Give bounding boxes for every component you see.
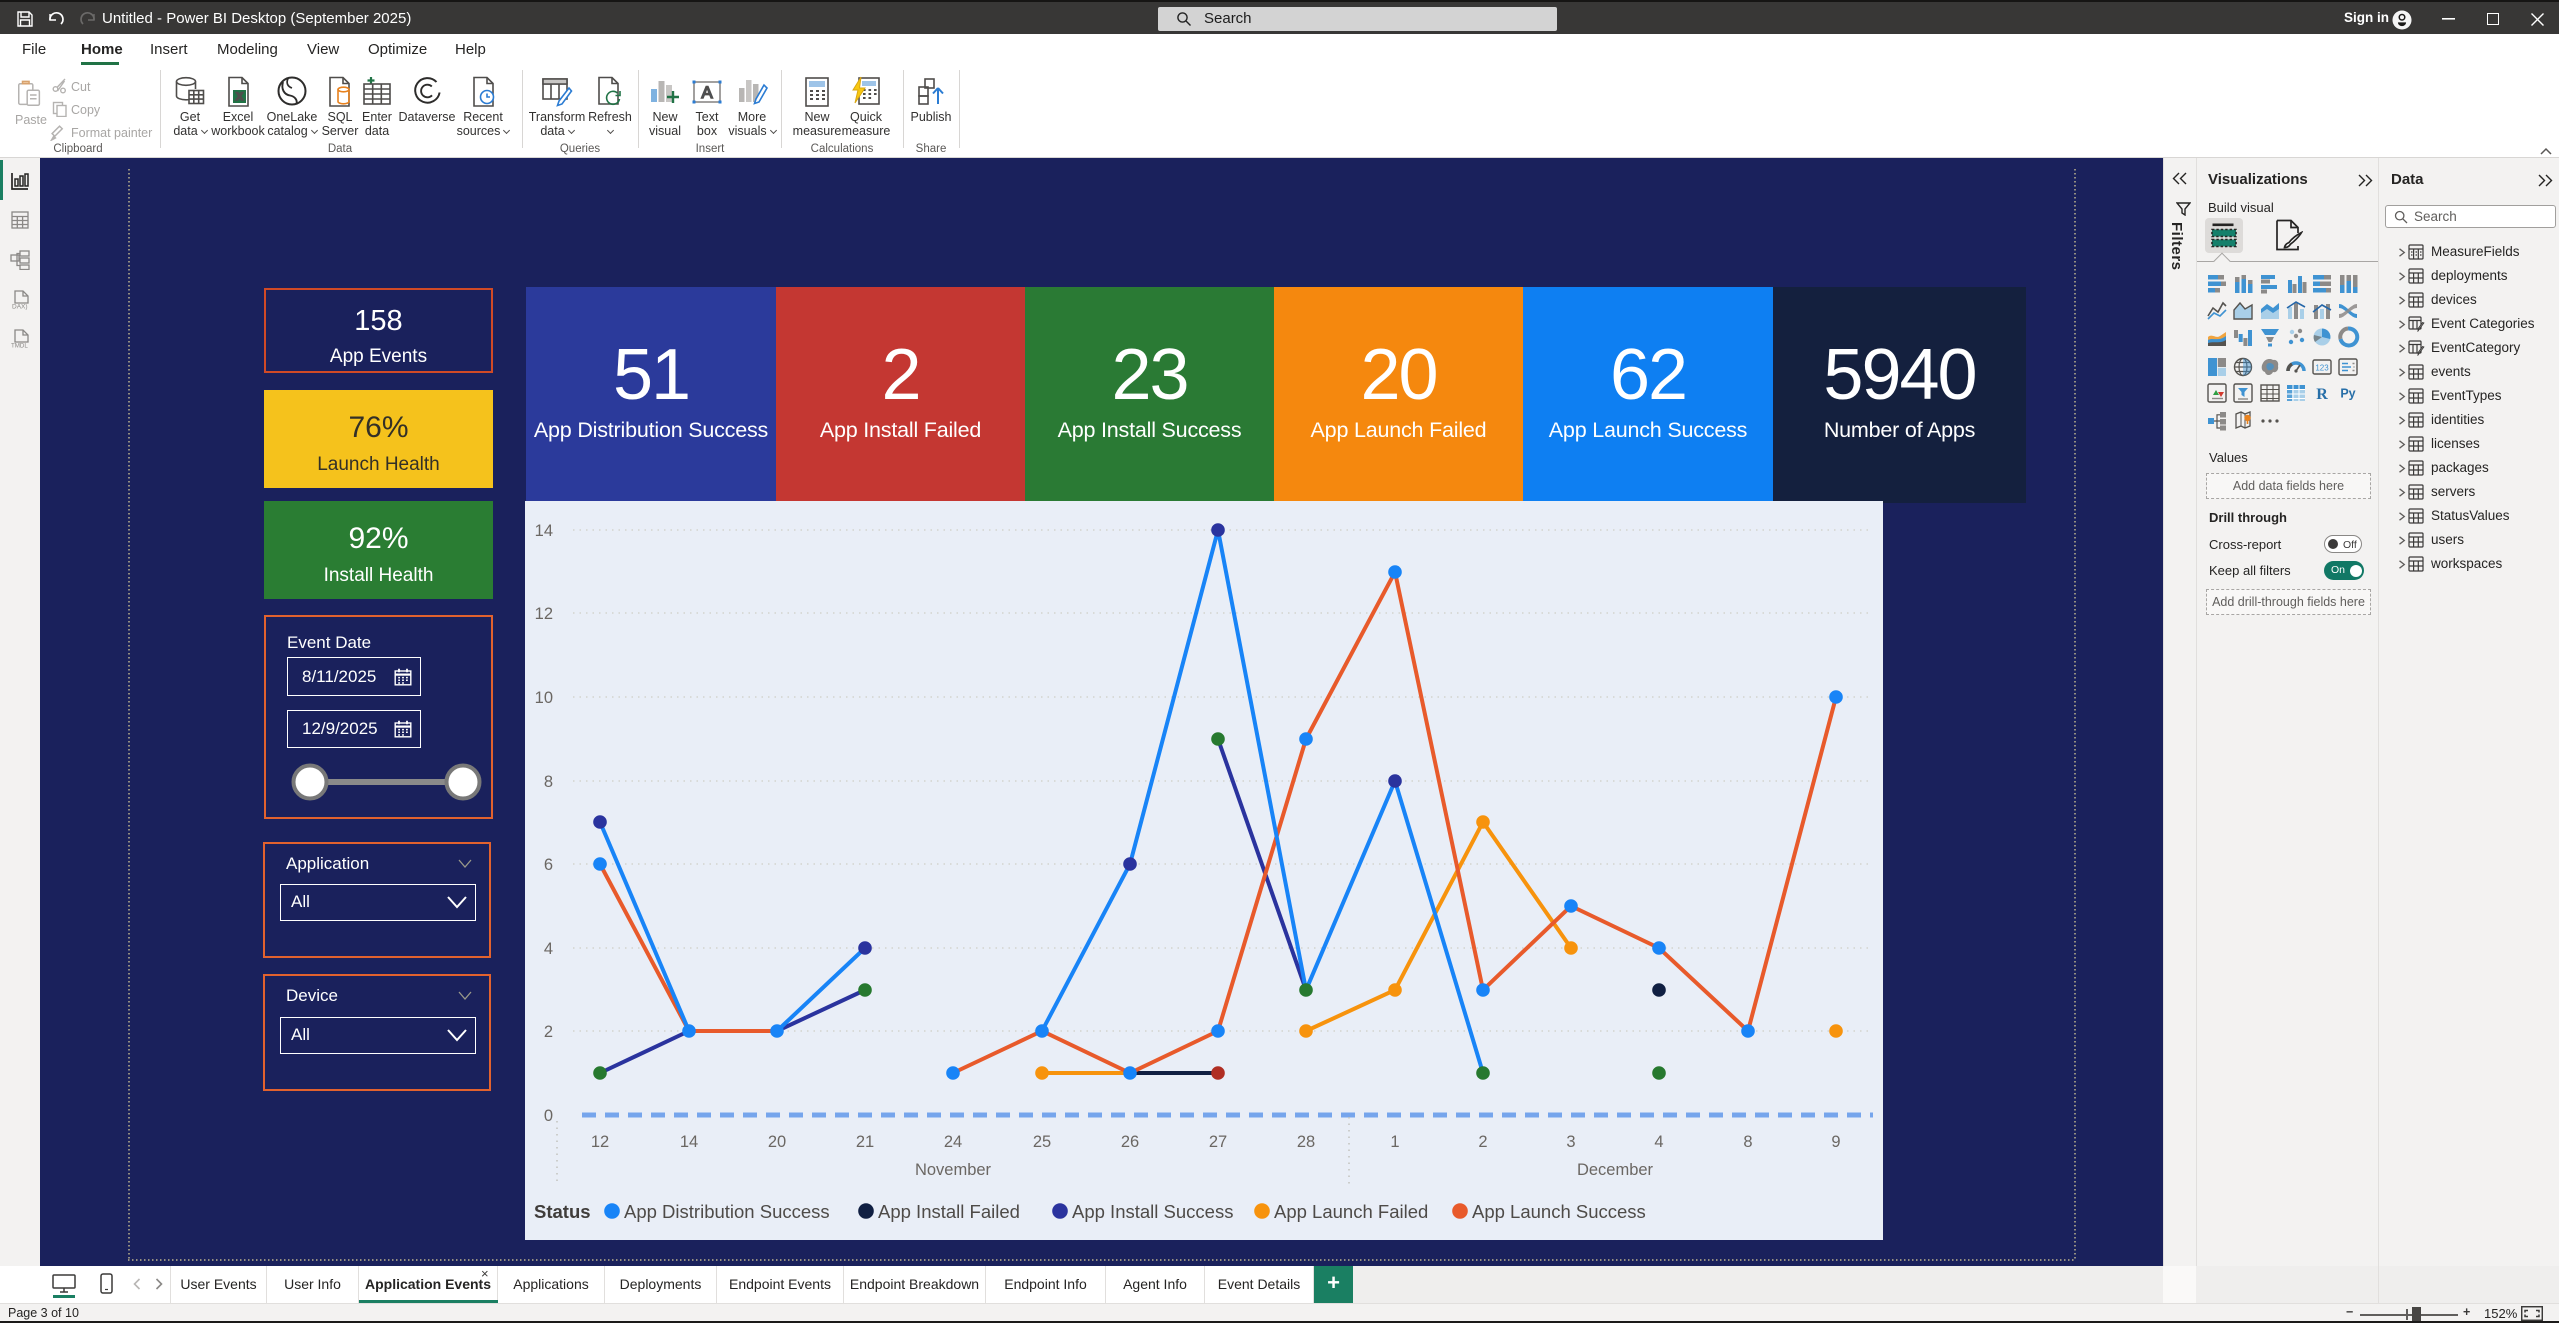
svg-text:X: X: [236, 91, 244, 103]
svg-text:26: 26: [1121, 1133, 1139, 1151]
svg-text:28: 28: [1297, 1133, 1315, 1151]
svg-text:10: 10: [535, 689, 553, 707]
svg-text:123: 123: [2315, 364, 2329, 373]
svg-text:App Launch Success: App Launch Success: [1472, 1201, 1646, 1222]
svg-text:6: 6: [544, 856, 553, 874]
svg-text:4: 4: [1654, 1133, 1663, 1151]
svg-text:DAX): DAX): [12, 304, 28, 311]
svg-text:12: 12: [535, 605, 553, 623]
svg-text:4: 4: [544, 940, 553, 958]
svg-text:December: December: [1577, 1161, 1654, 1179]
svg-text:App Distribution Success: App Distribution Success: [624, 1201, 830, 1222]
svg-text:14: 14: [680, 1133, 698, 1151]
svg-text:20: 20: [768, 1133, 786, 1151]
svg-text:14: 14: [535, 522, 553, 540]
svg-text:27: 27: [1209, 1133, 1227, 1151]
svg-text:Status: Status: [534, 1201, 591, 1222]
svg-text:App Launch Failed: App Launch Failed: [1274, 1201, 1428, 1222]
svg-text:R: R: [2316, 386, 2328, 403]
svg-text:21: 21: [856, 1133, 874, 1151]
svg-text:App Install Success: App Install Success: [1072, 1201, 1233, 1222]
svg-text:TMDL: TMDL: [11, 343, 28, 350]
svg-text:9: 9: [1831, 1133, 1840, 1151]
svg-text:3: 3: [1566, 1133, 1575, 1151]
svg-text:1: 1: [1390, 1133, 1399, 1151]
svg-text:25: 25: [1033, 1133, 1051, 1151]
svg-text:Py: Py: [2340, 387, 2355, 401]
svg-text:8: 8: [544, 773, 553, 791]
svg-text:24: 24: [944, 1133, 962, 1151]
svg-text:0: 0: [544, 1107, 553, 1125]
svg-text:12: 12: [591, 1133, 609, 1151]
svg-text:2: 2: [1478, 1133, 1487, 1151]
svg-text:A: A: [701, 83, 713, 102]
svg-text:App Install Failed: App Install Failed: [878, 1201, 1020, 1222]
svg-text:2: 2: [544, 1023, 553, 1041]
svg-text:November: November: [915, 1161, 992, 1179]
svg-text:8: 8: [1743, 1133, 1752, 1151]
